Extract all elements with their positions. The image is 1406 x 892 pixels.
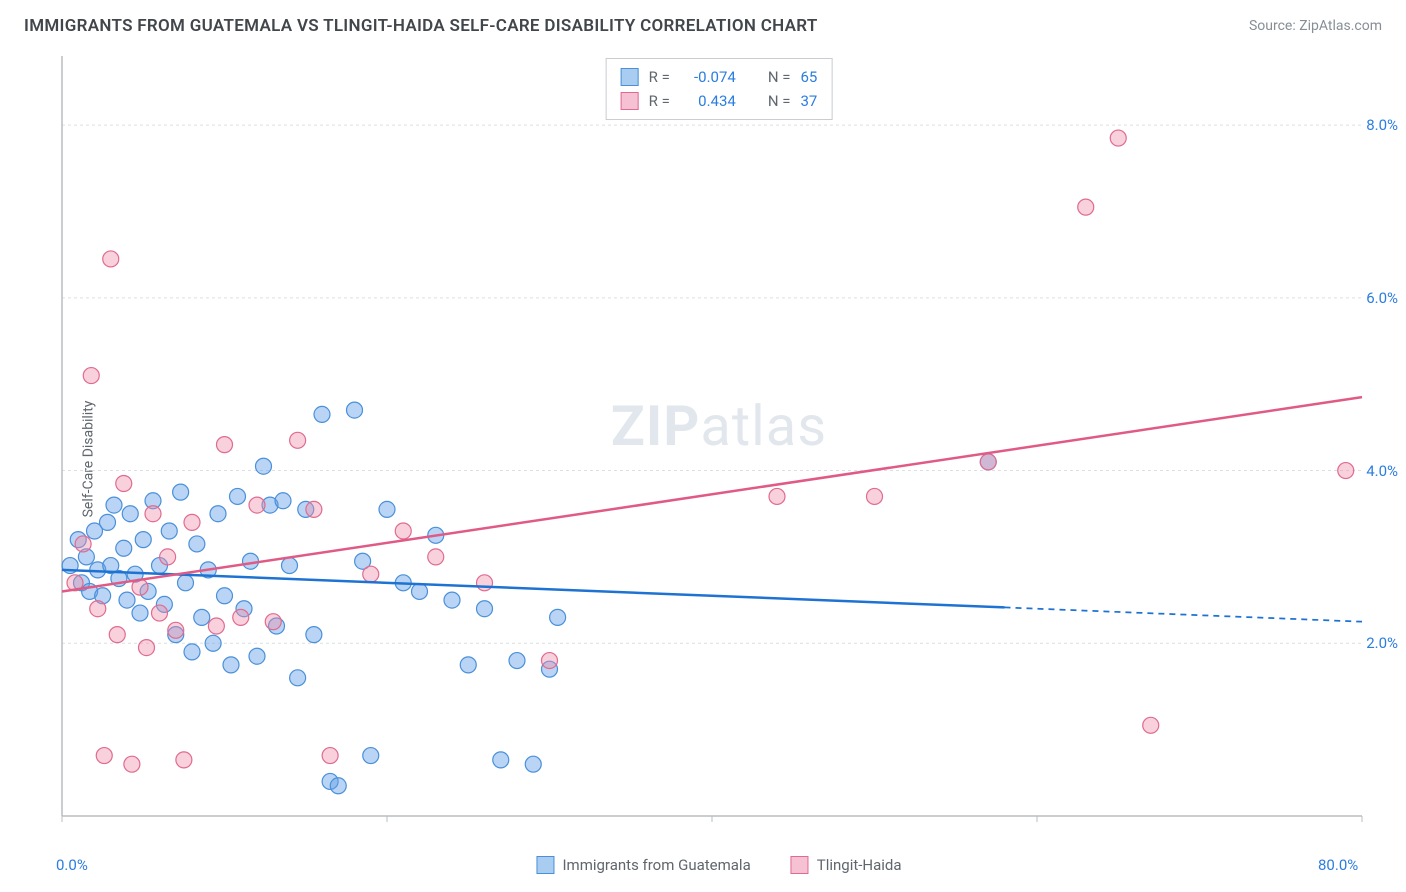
- source-prefix: Source:: [1249, 18, 1299, 34]
- source-name: ZipAtlas.com: [1299, 18, 1382, 34]
- scatter-plot: [48, 50, 1390, 868]
- x-axis-min-label: 0.0%: [56, 856, 88, 874]
- header: IMMIGRANTS FROM GUATEMALA VS TLINGIT-HAI…: [24, 16, 1382, 36]
- source-attribution: Source: ZipAtlas.com: [1249, 18, 1382, 34]
- r-value-0: -0.074: [680, 65, 736, 89]
- chart-area: Self-Care Disability ZIPatlas R = -0.074…: [48, 50, 1390, 868]
- correlation-legend: R = -0.074 N = 65 R = 0.434 N = 37: [606, 58, 833, 120]
- legend-item-series-1: Tlingit-Haida: [791, 856, 902, 874]
- chart-title: IMMIGRANTS FROM GUATEMALA VS TLINGIT-HAI…: [24, 16, 818, 36]
- r-value-1: 0.434: [680, 89, 736, 113]
- swatch-series-1: [791, 856, 809, 874]
- series-0-name: Immigrants from Guatemala: [562, 856, 750, 874]
- y-tick-label: 2.0%: [1366, 634, 1398, 652]
- y-tick-label: 8.0%: [1366, 116, 1398, 134]
- r-label: R =: [649, 89, 670, 113]
- r-label: R =: [649, 65, 670, 89]
- series-1-name: Tlingit-Haida: [817, 856, 902, 874]
- swatch-series-0: [621, 68, 639, 86]
- n-label: N =: [768, 65, 791, 89]
- y-tick-label: 4.0%: [1366, 462, 1398, 480]
- legend-row-series-0: R = -0.074 N = 65: [621, 65, 818, 89]
- x-axis-max-label: 80.0%: [1318, 856, 1358, 874]
- series-legend: Immigrants from Guatemala Tlingit-Haida: [536, 856, 901, 874]
- swatch-series-1: [621, 92, 639, 110]
- legend-item-series-0: Immigrants from Guatemala: [536, 856, 750, 874]
- y-tick-label: 6.0%: [1366, 289, 1398, 307]
- n-value-1: 37: [800, 89, 817, 113]
- swatch-series-0: [536, 856, 554, 874]
- n-value-0: 65: [800, 65, 817, 89]
- n-label: N =: [768, 89, 791, 113]
- legend-row-series-1: R = 0.434 N = 37: [621, 89, 818, 113]
